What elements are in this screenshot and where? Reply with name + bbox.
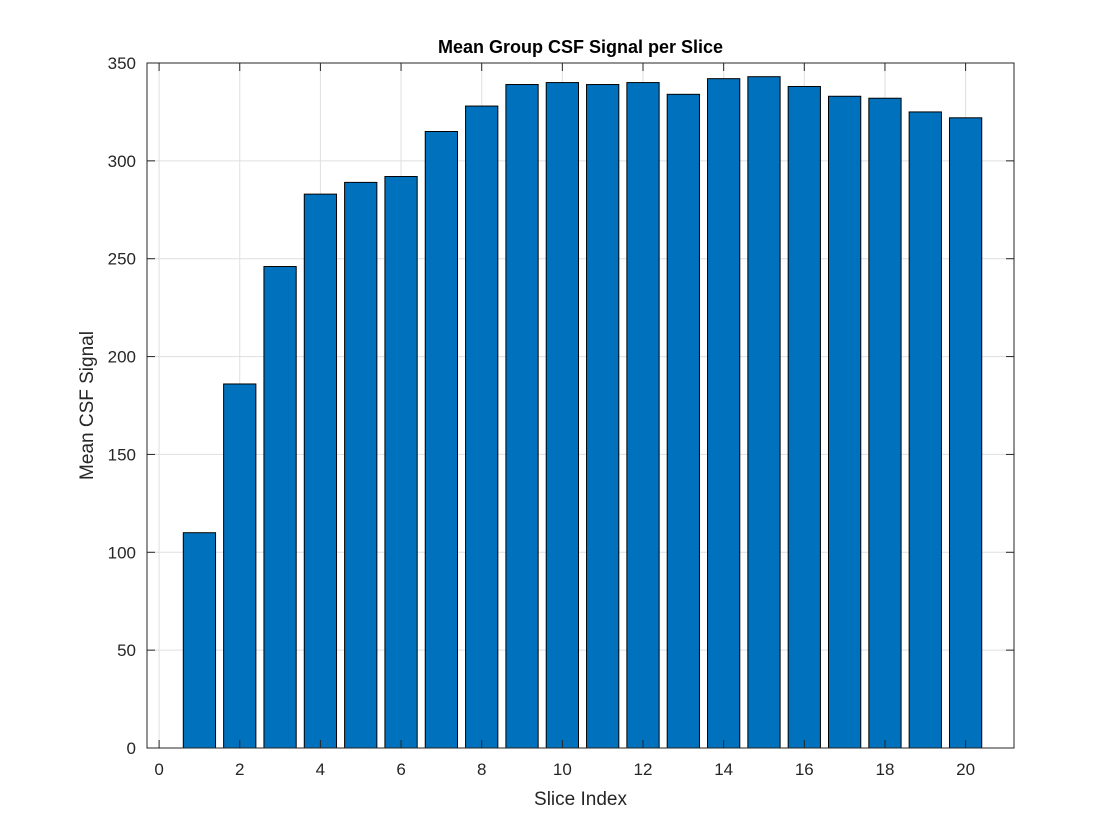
y-tick-label: 250 — [108, 250, 136, 269]
x-tick-label: 16 — [795, 760, 814, 779]
x-tick-label: 12 — [634, 760, 653, 779]
bar-slice-18 — [868, 97, 902, 749]
x-tick-label: 10 — [553, 760, 572, 779]
x-tick-label: 6 — [396, 760, 405, 779]
y-tick-label: 0 — [127, 739, 136, 758]
bar-slice-13 — [666, 93, 700, 749]
bar-slice-12 — [626, 82, 660, 749]
bars — [182, 76, 983, 749]
y-axis-label: Mean CSF Signal — [77, 331, 98, 480]
bar-slice-11 — [586, 84, 620, 749]
bar-slice-16 — [787, 85, 821, 749]
plot-frame — [146, 62, 1015, 749]
x-axis-label: Slice Index — [534, 789, 627, 810]
x-tick-label: 0 — [154, 760, 163, 779]
bar-slice-5 — [344, 181, 378, 749]
x-tick-label: 8 — [477, 760, 486, 779]
x-tick-label: 2 — [235, 760, 244, 779]
bar-slice-8 — [465, 105, 499, 749]
y-tick-label: 300 — [108, 152, 136, 171]
x-tick-label: 4 — [316, 760, 325, 779]
chart-title: Mean Group CSF Signal per Slice — [438, 37, 723, 57]
bar-slice-20 — [948, 117, 983, 749]
y-tick-label: 100 — [108, 543, 136, 562]
y-tick-label: 50 — [117, 641, 136, 660]
bar-slice-7 — [424, 131, 459, 749]
bar-slice-17 — [828, 95, 862, 749]
x-tick-label: 20 — [956, 760, 975, 779]
bar-slice-10 — [545, 82, 579, 749]
y-tick-label: 150 — [108, 445, 136, 464]
x-tick-label: 14 — [714, 760, 733, 779]
x-tick-label: 18 — [875, 760, 894, 779]
bar-slice-9 — [505, 84, 539, 749]
bar-slice-14 — [707, 78, 741, 749]
bar-slice-15 — [747, 76, 781, 749]
bar-slice-6 — [384, 176, 418, 749]
bar-slice-4 — [303, 193, 338, 749]
bar-slice-1 — [182, 532, 217, 749]
y-tick-label: 350 — [108, 54, 136, 73]
bar-slice-19 — [908, 111, 942, 749]
bar-slice-3 — [263, 266, 297, 749]
bar-slice-2 — [223, 383, 257, 749]
y-tick-label: 200 — [108, 348, 136, 367]
